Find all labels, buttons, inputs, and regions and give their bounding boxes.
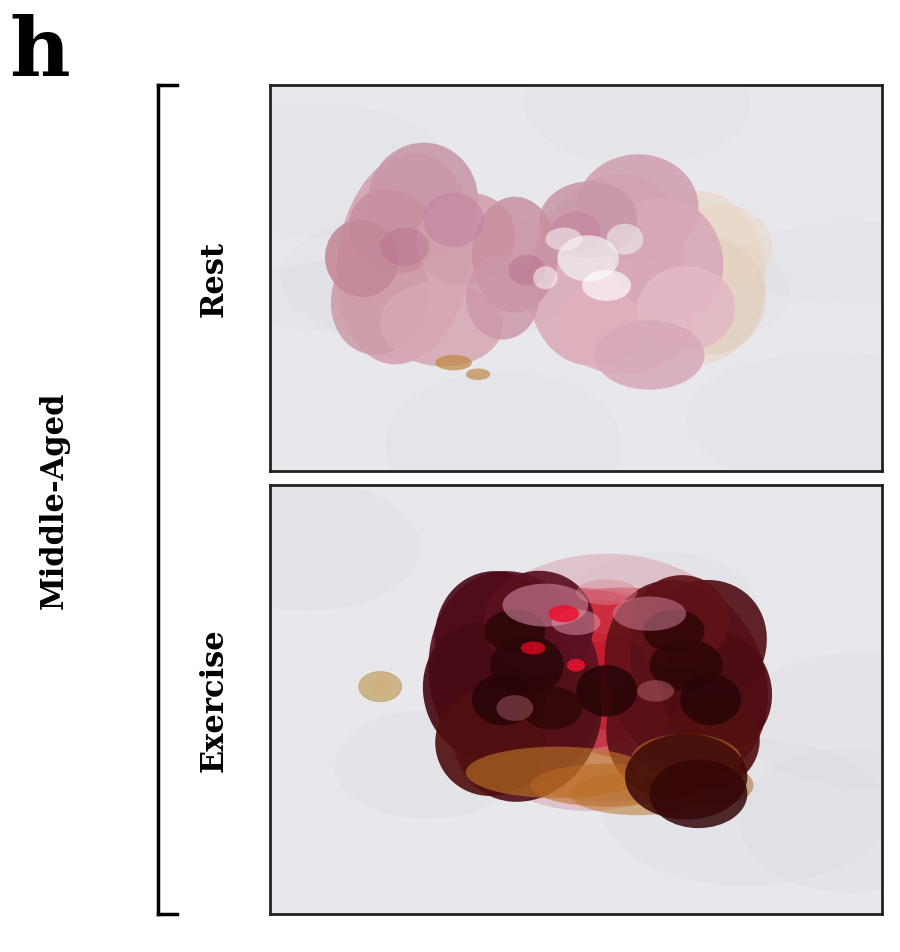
Ellipse shape (630, 581, 767, 716)
Ellipse shape (637, 681, 674, 702)
Ellipse shape (466, 746, 650, 798)
Ellipse shape (552, 213, 600, 251)
Ellipse shape (607, 653, 742, 798)
Ellipse shape (576, 580, 637, 605)
Ellipse shape (436, 689, 545, 796)
Ellipse shape (631, 191, 766, 366)
Ellipse shape (428, 571, 601, 785)
Ellipse shape (528, 175, 685, 367)
Ellipse shape (368, 144, 478, 259)
Ellipse shape (417, 194, 515, 286)
Ellipse shape (662, 631, 772, 751)
Ellipse shape (576, 155, 698, 263)
Ellipse shape (525, 45, 751, 165)
Ellipse shape (447, 588, 729, 811)
Ellipse shape (662, 696, 760, 789)
Ellipse shape (558, 274, 692, 375)
Ellipse shape (731, 222, 900, 305)
Ellipse shape (545, 228, 582, 251)
Ellipse shape (631, 734, 742, 785)
Text: Middle-Aged: Middle-Aged (39, 391, 69, 608)
Ellipse shape (380, 228, 429, 267)
Ellipse shape (569, 552, 757, 657)
Ellipse shape (223, 257, 578, 336)
Ellipse shape (570, 773, 705, 815)
Ellipse shape (502, 585, 589, 627)
Ellipse shape (349, 190, 436, 274)
Ellipse shape (423, 193, 484, 248)
Ellipse shape (466, 369, 490, 381)
Ellipse shape (280, 208, 589, 348)
Ellipse shape (472, 674, 533, 725)
Ellipse shape (515, 588, 710, 683)
Ellipse shape (569, 233, 790, 348)
Ellipse shape (612, 198, 724, 321)
Ellipse shape (491, 636, 563, 696)
Ellipse shape (539, 182, 637, 259)
Ellipse shape (191, 482, 420, 611)
Ellipse shape (335, 710, 519, 820)
Ellipse shape (680, 674, 742, 725)
Circle shape (359, 672, 401, 702)
Ellipse shape (650, 760, 747, 828)
Circle shape (369, 679, 392, 695)
Ellipse shape (650, 640, 723, 691)
Ellipse shape (521, 642, 545, 655)
Ellipse shape (594, 321, 705, 390)
Ellipse shape (380, 283, 503, 367)
Ellipse shape (567, 659, 585, 672)
Ellipse shape (447, 631, 680, 751)
Ellipse shape (631, 576, 729, 669)
Ellipse shape (552, 610, 600, 636)
Ellipse shape (533, 267, 558, 290)
Ellipse shape (453, 641, 602, 802)
Ellipse shape (508, 255, 545, 287)
Ellipse shape (687, 352, 900, 487)
Ellipse shape (184, 104, 449, 237)
Ellipse shape (558, 236, 619, 283)
Ellipse shape (337, 153, 473, 365)
Ellipse shape (625, 734, 747, 820)
Ellipse shape (435, 571, 571, 725)
Text: h: h (9, 14, 69, 94)
Ellipse shape (484, 571, 594, 674)
Text: Exercise: Exercise (198, 628, 230, 771)
Ellipse shape (385, 372, 621, 520)
Ellipse shape (534, 640, 741, 760)
Ellipse shape (325, 221, 399, 298)
Ellipse shape (521, 687, 582, 730)
Ellipse shape (576, 665, 637, 717)
Ellipse shape (605, 581, 768, 776)
Ellipse shape (484, 610, 545, 653)
Ellipse shape (604, 739, 888, 886)
Ellipse shape (637, 267, 735, 351)
Ellipse shape (668, 764, 753, 807)
Ellipse shape (582, 270, 631, 302)
Ellipse shape (548, 605, 579, 623)
Ellipse shape (740, 748, 900, 893)
Ellipse shape (655, 240, 766, 356)
Ellipse shape (436, 356, 472, 371)
Ellipse shape (497, 695, 533, 722)
Ellipse shape (736, 652, 900, 787)
Ellipse shape (331, 240, 429, 355)
Ellipse shape (472, 197, 558, 313)
Ellipse shape (530, 764, 683, 807)
Ellipse shape (454, 554, 760, 803)
Ellipse shape (674, 206, 772, 290)
Ellipse shape (607, 225, 644, 255)
Ellipse shape (485, 601, 728, 730)
Ellipse shape (613, 597, 686, 631)
Ellipse shape (448, 587, 704, 709)
Ellipse shape (644, 610, 705, 653)
Ellipse shape (423, 623, 545, 760)
Ellipse shape (466, 255, 539, 340)
Text: Rest: Rest (198, 241, 230, 316)
